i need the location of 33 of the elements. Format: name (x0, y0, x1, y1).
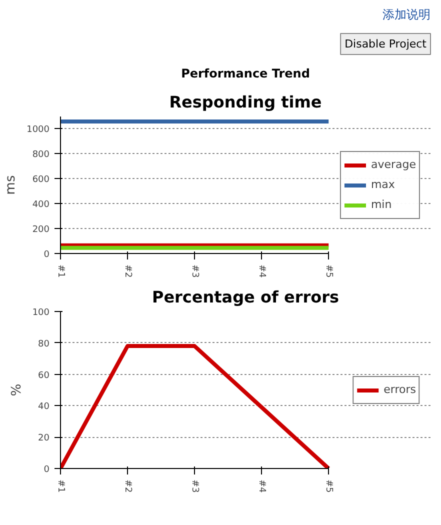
y-tick-label: 40 (38, 402, 50, 412)
y-tick-label: 800 (32, 150, 50, 160)
x-tick-label: #5 (324, 264, 334, 278)
y-tick-label: 100 (32, 308, 50, 318)
x-tick-label: #3 (190, 264, 200, 278)
x-tick-label: #4 (256, 480, 267, 494)
y-tick-label: 600 (32, 174, 50, 185)
chart-title: Percentage of errors (152, 288, 340, 306)
legend-label: min (370, 198, 392, 211)
legend-label: errors (384, 383, 416, 396)
y-tick-label: 80 (38, 339, 50, 350)
x-tick-label: #4 (256, 264, 267, 278)
x-tick-label: #2 (122, 264, 133, 278)
text: Disable Project (344, 38, 428, 50)
y-tick-label: 400 (32, 200, 50, 210)
y-tick-label: 0 (44, 465, 50, 475)
legend-label: max (370, 178, 395, 191)
legend-label: average (370, 158, 416, 171)
y-tick-label: 20 (38, 434, 50, 444)
y-tick-label: 200 (32, 224, 50, 235)
y-tick-label: 0 (44, 250, 50, 260)
y-tick-label: 60 (38, 370, 50, 381)
x-tick-label: #2 (122, 480, 133, 493)
text: Performance Trend (181, 66, 310, 80)
y-tick-label: 1000 (26, 124, 50, 135)
x-tick-label: #1 (56, 480, 66, 493)
y-axis-title: ms (4, 175, 19, 195)
x-tick-label: #3 (190, 480, 200, 493)
chart-title: Responding time (169, 92, 322, 112)
y-axis-title: % (9, 384, 24, 396)
x-tick-label: #1 (56, 264, 66, 278)
text: 添加说明 (382, 8, 430, 22)
x-tick-label: #5 (324, 480, 334, 493)
